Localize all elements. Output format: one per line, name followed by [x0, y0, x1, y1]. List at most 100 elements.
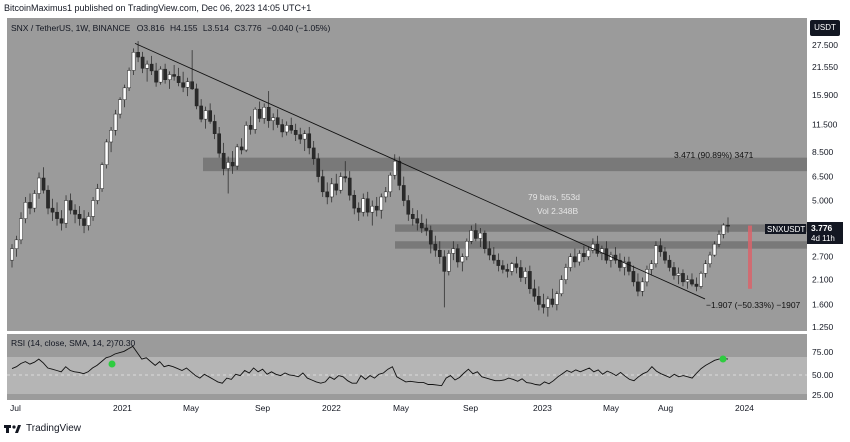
candle — [167, 71, 172, 89]
time-axis[interactable] — [7, 400, 807, 415]
candle-body — [181, 82, 185, 88]
candle — [555, 291, 559, 311]
price-tick-label: 2.100 — [812, 275, 834, 285]
candle-body — [50, 207, 55, 213]
candle — [77, 206, 82, 226]
candle-body — [415, 218, 420, 224]
candle — [523, 267, 528, 285]
candle-body — [690, 279, 694, 285]
price-tag-symbol-bg — [765, 224, 806, 234]
candle-body — [550, 298, 555, 305]
close-label: C — [234, 23, 240, 33]
candle — [55, 202, 59, 226]
footer-brand[interactable]: TradingView — [4, 423, 81, 434]
candle — [591, 238, 595, 254]
candle — [703, 260, 708, 278]
candle-body — [555, 293, 559, 305]
measure-top-label: 3.471 (90.89%) 3471 — [674, 150, 754, 160]
candle — [230, 151, 235, 174]
time-tick-label: May — [393, 403, 410, 413]
candle — [374, 196, 379, 217]
candle — [514, 256, 519, 274]
time-tick-label: 2022 — [322, 403, 341, 413]
candle-body — [446, 253, 451, 272]
candle — [140, 51, 145, 74]
candle-body — [595, 243, 600, 254]
candle-body — [708, 254, 712, 265]
low-value: 3.514 — [208, 23, 230, 33]
candle-body — [235, 146, 239, 167]
candle — [532, 279, 537, 302]
candle-body — [230, 162, 235, 167]
last-price-tag[interactable]: SNXUSDT 3.776 4d 11h — [765, 222, 843, 244]
time-tick-label: 2024 — [735, 403, 754, 413]
candle — [113, 109, 118, 136]
high-value: 4.155 — [176, 23, 198, 33]
candle — [654, 241, 658, 268]
candle — [568, 253, 573, 272]
rsi-label: RSI (14, close, SMA, 14, 2) — [11, 338, 114, 348]
candle — [190, 50, 194, 90]
candle-body — [546, 298, 550, 308]
descending-trendline[interactable] — [134, 42, 706, 300]
candle — [50, 198, 55, 221]
time-tick-label: May — [183, 403, 200, 413]
candle-body — [55, 211, 59, 219]
candle-body — [451, 248, 456, 254]
price-tick-label: 11.500 — [812, 120, 838, 130]
candle-body — [406, 200, 411, 215]
candle — [329, 178, 334, 203]
candle-body — [532, 288, 537, 297]
candle — [510, 261, 514, 276]
candle — [163, 63, 167, 84]
candle — [690, 273, 694, 287]
candle — [537, 286, 541, 311]
candle-body — [726, 224, 730, 227]
candle — [595, 235, 600, 257]
candle — [64, 195, 68, 228]
measure-range-bar — [748, 225, 752, 289]
price-tick-label: 1.600 — [812, 299, 834, 309]
candle — [235, 143, 239, 170]
candle — [573, 248, 577, 268]
price-scale[interactable] — [807, 18, 843, 410]
candle — [379, 193, 384, 219]
candle-body — [28, 202, 32, 209]
price-tick-label: 8.500 — [812, 147, 834, 157]
candle-body — [721, 224, 726, 235]
rsi-band — [7, 357, 807, 394]
candle-body — [10, 248, 14, 261]
candle — [302, 130, 307, 152]
candle-body — [37, 177, 41, 194]
volume-info-label: Vol 2.348B — [537, 206, 578, 216]
zones-layer — [203, 157, 807, 249]
candle-body — [374, 205, 379, 211]
candle — [492, 247, 496, 264]
candle-body — [510, 263, 514, 272]
candle-body — [392, 160, 397, 176]
candle — [253, 107, 257, 134]
candle — [726, 217, 730, 233]
candle — [212, 114, 217, 140]
candle-body — [149, 63, 154, 72]
candle-body — [203, 110, 208, 120]
candle — [356, 202, 361, 221]
candle — [347, 171, 352, 201]
candle — [613, 247, 618, 264]
candle — [325, 182, 330, 205]
candle — [280, 119, 285, 138]
candle — [672, 261, 676, 280]
price-tick-label: 21.550 — [812, 62, 838, 72]
candle — [708, 251, 712, 268]
currency-badge[interactable]: USDT — [810, 20, 840, 36]
candle — [68, 193, 73, 215]
candle-body — [681, 273, 685, 283]
candle — [131, 48, 136, 75]
candle — [275, 109, 280, 128]
candle-body — [717, 234, 721, 245]
candle — [721, 223, 726, 239]
candle — [410, 208, 415, 226]
candle-body — [293, 130, 298, 135]
candle — [365, 191, 370, 217]
